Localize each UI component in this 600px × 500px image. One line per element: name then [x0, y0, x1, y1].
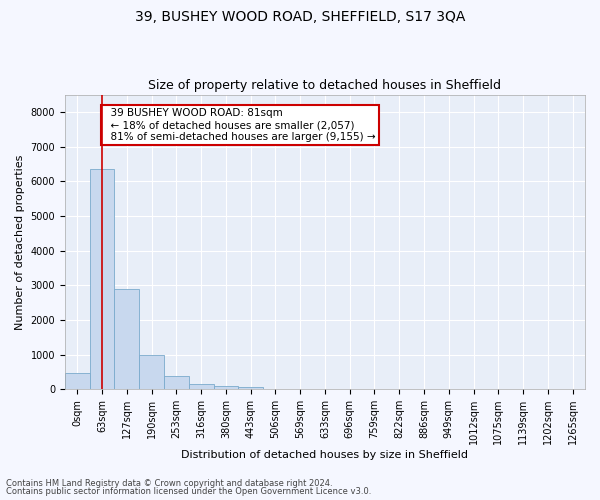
Text: Contains public sector information licensed under the Open Government Licence v3: Contains public sector information licen…: [6, 487, 371, 496]
Y-axis label: Number of detached properties: Number of detached properties: [15, 154, 25, 330]
X-axis label: Distribution of detached houses by size in Sheffield: Distribution of detached houses by size …: [181, 450, 469, 460]
Bar: [238, 388, 263, 389]
Bar: [214, 386, 238, 389]
Text: 39 BUSHEY WOOD ROAD: 81sqm
  ← 18% of detached houses are smaller (2,057)
  81% : 39 BUSHEY WOOD ROAD: 81sqm ← 18% of deta…: [104, 108, 376, 142]
Bar: [139, 354, 164, 389]
Bar: [89, 169, 115, 389]
Bar: [115, 288, 139, 389]
Title: Size of property relative to detached houses in Sheffield: Size of property relative to detached ho…: [148, 79, 502, 92]
Bar: [164, 376, 189, 389]
Bar: [189, 384, 214, 389]
Text: 39, BUSHEY WOOD ROAD, SHEFFIELD, S17 3QA: 39, BUSHEY WOOD ROAD, SHEFFIELD, S17 3QA: [135, 10, 465, 24]
Bar: [65, 373, 89, 389]
Text: Contains HM Land Registry data © Crown copyright and database right 2024.: Contains HM Land Registry data © Crown c…: [6, 478, 332, 488]
